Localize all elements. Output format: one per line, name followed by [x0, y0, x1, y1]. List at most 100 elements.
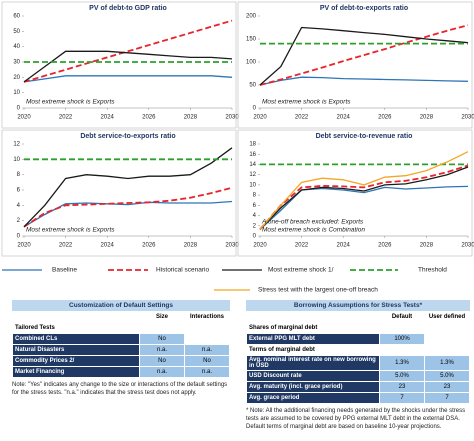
x-tick-label: 2024 — [337, 115, 351, 121]
y-tick-label: 14 — [249, 162, 256, 168]
value-cell: No — [140, 356, 184, 366]
value-cell: No — [185, 356, 229, 366]
y-tick-label: 200 — [246, 14, 257, 20]
y-tick-label: 2 — [253, 223, 257, 229]
x-tick-label: 2030 — [461, 115, 474, 121]
x-tick-label: 2028 — [184, 243, 198, 249]
table-note: Note: "Yes" indicates any change to the … — [12, 382, 228, 396]
value-cell: n.a. — [185, 345, 229, 355]
section-heading: Terms of marginal debt — [249, 347, 315, 353]
value-cell: 23 — [425, 382, 469, 392]
y-tick-label: 6 — [17, 188, 21, 194]
y-tick-label: 2 — [17, 218, 21, 224]
section-row: Terms of marginal debt — [247, 345, 469, 355]
data-row: Market Financing n.a. n.a. — [13, 367, 229, 377]
x-tick-label: 2026 — [378, 243, 392, 249]
header-cell: User defined — [428, 314, 466, 320]
data-row: Commodity Prices 2/No No — [13, 356, 229, 366]
x-tick-label: 2030 — [461, 243, 474, 249]
x-tick-label: 2028 — [184, 115, 198, 121]
series-line — [259, 166, 469, 230]
x-tick-label: 2022 — [59, 243, 73, 249]
header-row: Size Interactions — [13, 312, 229, 322]
y-tick-label: 0 — [253, 106, 257, 112]
value-cell: 5.0% — [425, 371, 469, 381]
chart-frame — [1, 129, 237, 257]
value-cell: n.a. — [140, 345, 184, 355]
row-label: Avg. nominal interest rate on new borrow… — [247, 356, 379, 370]
y-tick-label: 150 — [246, 37, 257, 43]
empty-cell — [185, 334, 229, 344]
data-row: Avg. grace period 7 7 — [247, 393, 469, 403]
y-tick-label: 10 — [13, 90, 20, 96]
y-tick-label: 60 — [13, 14, 20, 20]
x-tick-label: 2026 — [142, 243, 156, 249]
x-tick-label: 2026 — [142, 115, 156, 121]
table-title: Borrowing Assumptions for Stress Tests* — [246, 300, 470, 311]
y-tick-label: 4 — [17, 203, 21, 209]
chart-title: Debt service-to-revenue ratio — [316, 133, 413, 140]
value-cell: No — [140, 334, 184, 344]
chart-frame — [1, 1, 237, 129]
section-heading: Tailored Tests — [15, 325, 55, 331]
data-row: Avg. nominal interest rate on new borrow… — [247, 356, 469, 370]
legend-label: Historical scenario — [156, 267, 209, 274]
x-tick-label: 2022 — [295, 243, 309, 249]
annotation: Most extreme shock is Exports — [26, 99, 115, 106]
x-tick-label: 2022 — [295, 115, 309, 121]
series-line — [23, 200, 233, 228]
annotation: A one-off breach excluded: Exports — [261, 219, 364, 226]
y-tick-label: 4 — [253, 213, 257, 219]
chart-frame — [237, 1, 473, 129]
row-label: Natural Disasters — [13, 345, 139, 355]
table-note: * Note: All the additional financing nee… — [246, 408, 466, 430]
value-cell: 7 — [380, 393, 424, 403]
section-row: Shares of marginal debt — [247, 323, 469, 333]
x-tick-label: 2028 — [420, 243, 434, 249]
settings-table: Customization of Default Settings Size Int… — [12, 300, 230, 397]
header-cell: Size — [155, 314, 168, 320]
legend-label: Threshold — [418, 267, 447, 274]
chart-frame — [237, 129, 473, 257]
value-cell: 5.0% — [380, 371, 424, 381]
data-row: Combined CLs No — [13, 334, 229, 344]
x-tick-label: 2028 — [420, 115, 434, 121]
section-heading: Shares of marginal debt — [249, 325, 318, 331]
chart-title: Debt service-to-exports ratio — [80, 133, 175, 140]
series-line — [259, 26, 469, 86]
y-tick-label: 20 — [13, 75, 20, 81]
series-line — [259, 164, 469, 230]
y-tick-label: 12 — [13, 142, 20, 148]
header-cell — [247, 312, 379, 322]
y-tick-label: 16 — [249, 152, 256, 158]
chart-title: PV of debt-to GDP ratio — [89, 5, 167, 12]
value-cell: 7 — [425, 393, 469, 403]
series-line — [23, 75, 233, 83]
data-row: USD Discount rate 5.0% 5.0% — [247, 371, 469, 381]
row-label: External PPG MLT debt — [247, 334, 379, 344]
header-row: Default User defined — [247, 312, 469, 322]
section-row: Tailored Tests — [13, 323, 229, 333]
series-line — [23, 50, 233, 83]
annotation: Most extreme shock is Combination — [262, 227, 365, 234]
y-tick-label: 12 — [249, 172, 256, 178]
charts: PV of debt-to GDP ratio01020304050602020… — [1, 1, 474, 294]
x-tick-label: 2020 — [253, 115, 267, 121]
y-tick-label: 0 — [253, 234, 257, 240]
value-cell: 1.3% — [425, 356, 469, 370]
x-tick-label: 2024 — [101, 115, 115, 121]
row-label: Market Financing — [13, 367, 139, 377]
x-tick-label: 2026 — [378, 115, 392, 121]
empty-cell — [425, 334, 469, 344]
y-tick-label: 0 — [17, 106, 21, 112]
x-tick-label: 2020 — [253, 243, 267, 249]
row-label: Commodity Prices 2/ — [13, 356, 139, 366]
value-cell: n.a. — [185, 367, 229, 377]
value-cell: 23 — [380, 382, 424, 392]
table: Default User defined Shares of marginal de… — [246, 311, 470, 404]
table-title: Customization of Default Settings — [12, 300, 230, 311]
value-cell: 100% — [380, 334, 424, 344]
row-label: Avg. maturity (incl. grace period) — [247, 382, 379, 392]
data-row: Avg. maturity (incl. grace period) 23 23 — [247, 382, 469, 392]
